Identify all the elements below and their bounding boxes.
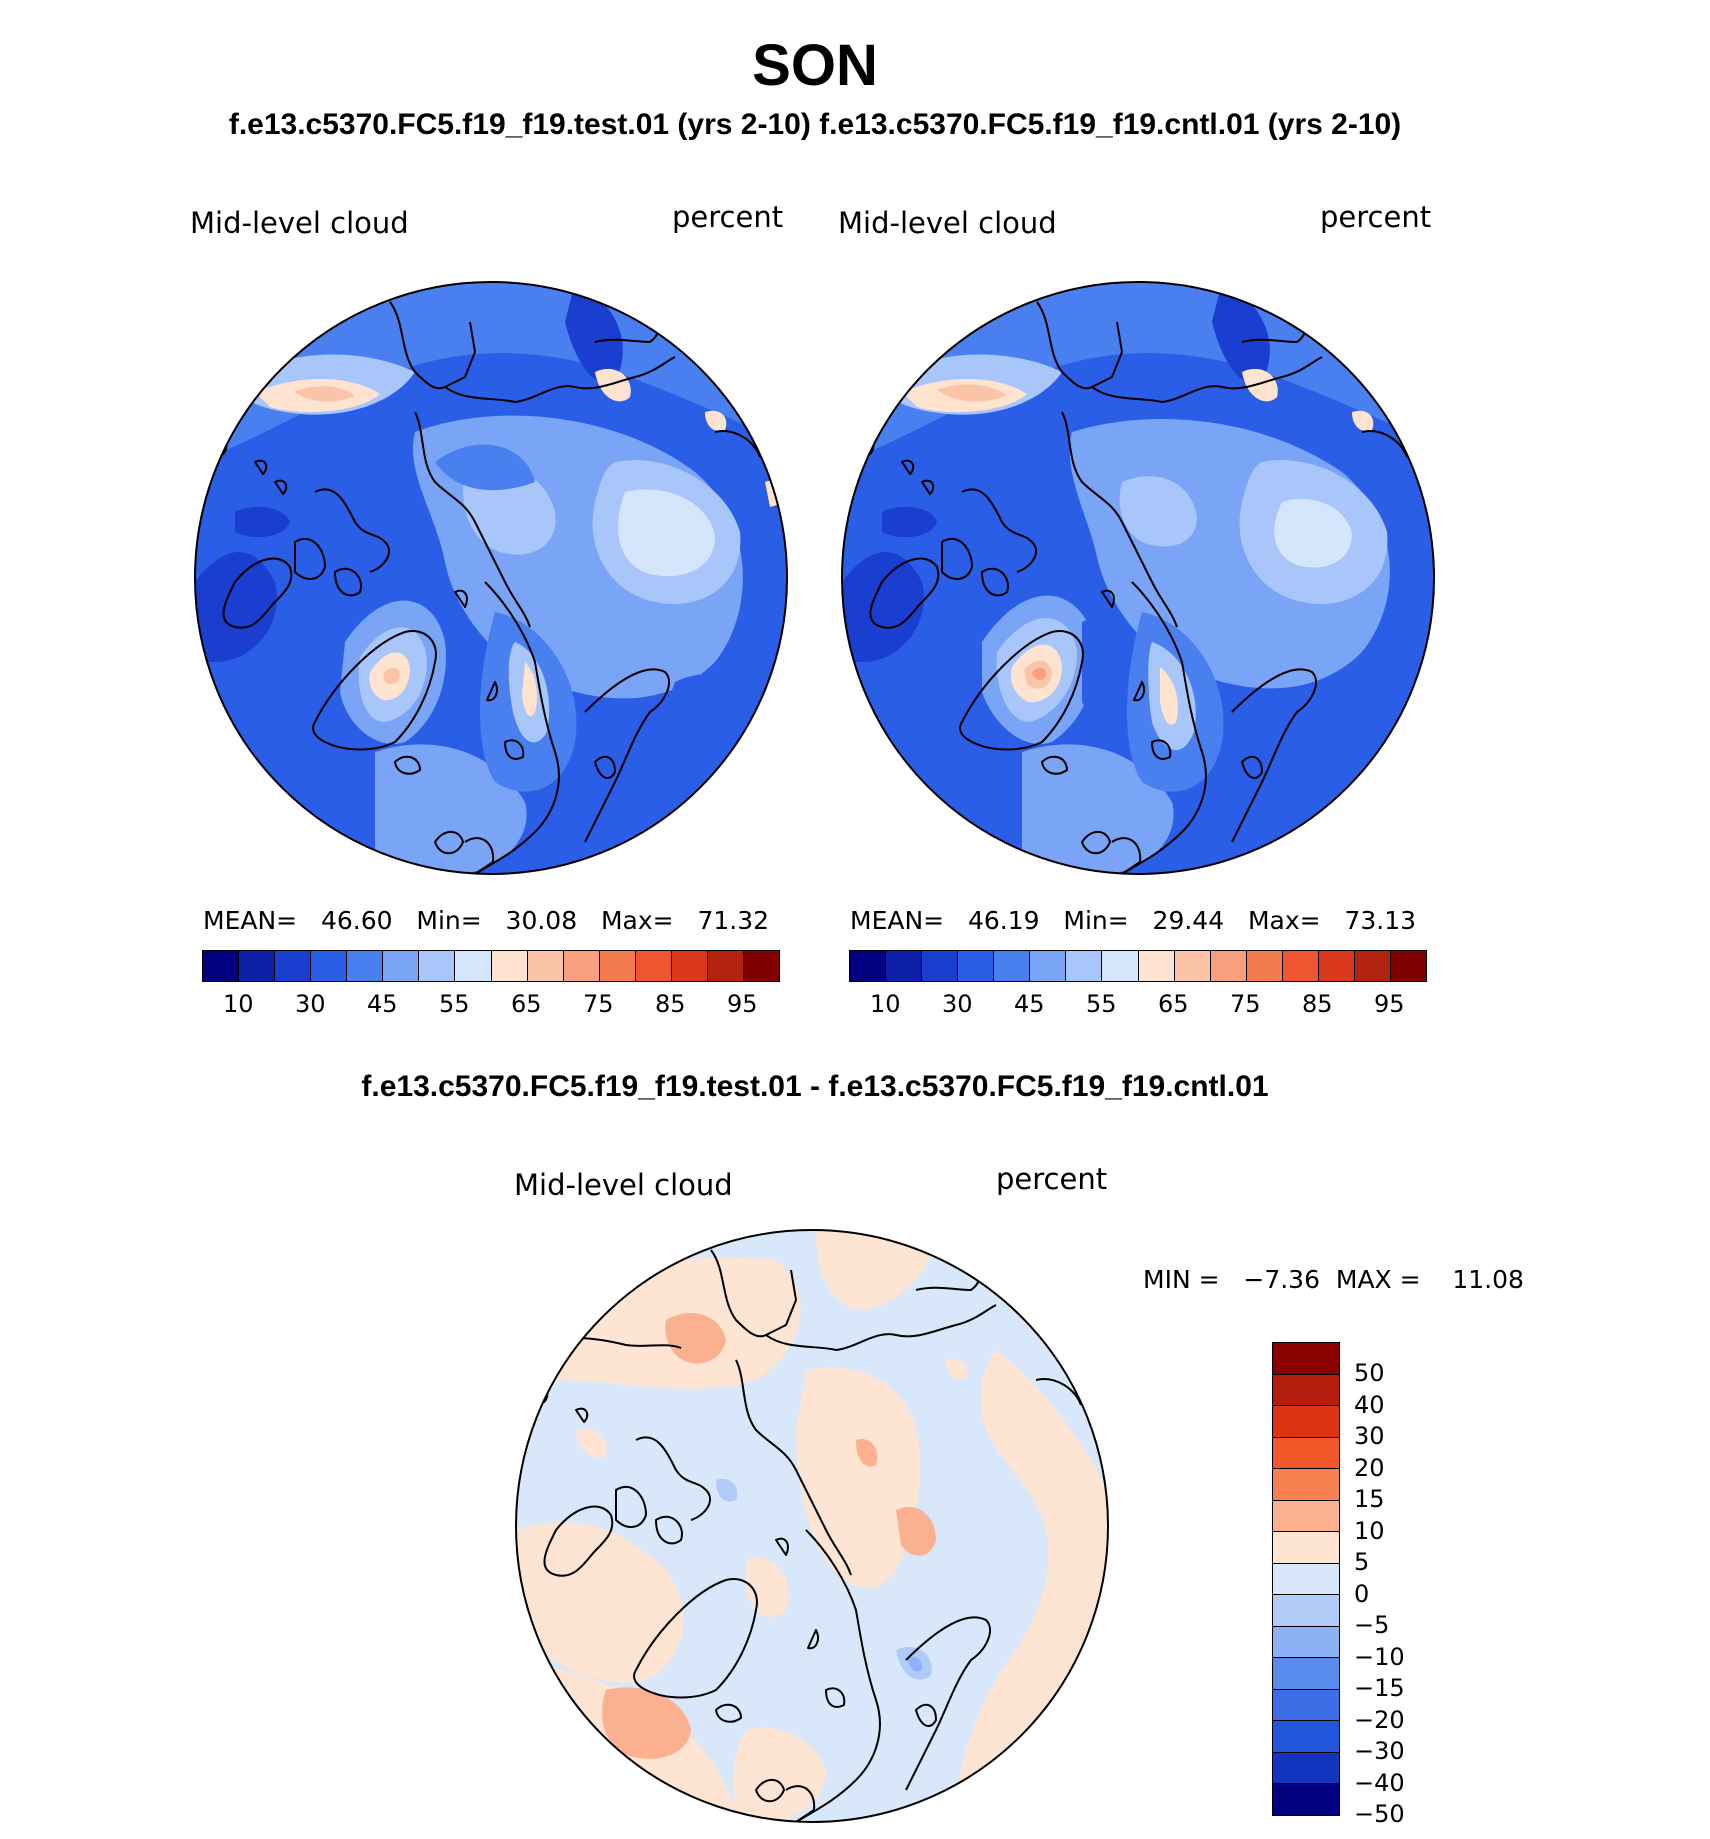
diff-colorbar-tick-label: 50	[1354, 1359, 1385, 1388]
diff-colorbar-swatch	[1273, 1469, 1339, 1501]
panel2-map	[841, 281, 1435, 875]
diff-colorbar-tick-label: 15	[1354, 1485, 1385, 1514]
diff-colorbar-swatch	[1273, 1595, 1339, 1627]
panel2-colorbar-tick-label: 10	[870, 990, 901, 1018]
panel2-colorbar-tick-label: 75	[1230, 990, 1261, 1018]
panel1-colorbar-swatch	[203, 951, 240, 981]
panel1-colorbar-tick-label: 10	[223, 990, 254, 1018]
panel1-colorbar-swatch	[275, 951, 312, 981]
panel2-colorbar-swatch	[1210, 951, 1247, 981]
panel1-colorbar-swatch	[311, 951, 348, 981]
diff-colorbar-swatch	[1273, 1784, 1339, 1815]
panel2-colorbar-swatch	[1318, 951, 1355, 981]
panel1-colorbar-tick-label: 45	[367, 990, 398, 1018]
figure-title: SON	[752, 33, 878, 98]
figure-subtitle: f.e13.c5370.FC5.f19_f19.test.01 (yrs 2-1…	[228, 108, 1402, 141]
diff-colorbar-swatch	[1273, 1406, 1339, 1438]
panel1-stats: MEAN= 46.60 Min= 30.08 Max= 71.32	[203, 906, 770, 935]
panel2-colorbar-tick-label: 45	[1014, 990, 1045, 1018]
panel2-colorbar-swatch	[958, 951, 995, 981]
diff-colorbar-tick-label: 40	[1354, 1390, 1385, 1419]
diff-colorbar-swatch	[1273, 1626, 1339, 1659]
diff-colorbar-tick-label: −50	[1354, 1800, 1405, 1828]
panel2-colorbar-tick-label: 55	[1086, 990, 1117, 1018]
diff-colorbar-swatch	[1273, 1532, 1339, 1564]
panel2-colorbar	[849, 950, 1427, 982]
panel2-colorbar-swatch	[1354, 951, 1391, 981]
panel1-colorbar-swatch	[455, 951, 492, 981]
panel1-units-label: percent	[672, 200, 784, 234]
diff-colorbar-tick-label: −10	[1354, 1642, 1405, 1671]
panel1-colorbar	[202, 950, 780, 982]
diff-colorbar-tick-label: 0	[1354, 1579, 1370, 1608]
panel1-colorbar-swatch	[563, 951, 600, 981]
diff-colorbar-tick-label: −40	[1354, 1768, 1405, 1797]
panel2-colorbar-swatch	[994, 951, 1031, 981]
diff-colorbar-tick-label: 10	[1354, 1516, 1385, 1545]
diff-colorbar-swatch	[1273, 1752, 1339, 1785]
difference-title: f.e13.c5370.FC5.f19_f19.test.01 - f.e13.…	[361, 1070, 1269, 1103]
panel2-colorbar-tick-label: 65	[1158, 990, 1189, 1018]
diff-colorbar-swatch	[1273, 1343, 1339, 1375]
panel1-colorbar-swatch	[671, 951, 708, 981]
panel2-colorbar-swatch	[1246, 951, 1283, 981]
panel1-colorbar-tick-label: 55	[439, 990, 470, 1018]
panel2-colorbar-swatch	[1102, 951, 1139, 981]
panel2-colorbar-swatch	[886, 951, 923, 981]
diff-colorbar-tick-label: 5	[1354, 1548, 1370, 1577]
diff-colorbar-swatch	[1273, 1721, 1339, 1753]
diff-units-label: percent	[996, 1162, 1108, 1196]
panel1-colorbar-swatch	[707, 951, 744, 981]
panel1-colorbar-tick-label: 95	[727, 990, 758, 1018]
diff-colorbar-tick-label: −30	[1354, 1737, 1405, 1766]
panel1-colorbar-swatch	[491, 951, 528, 981]
panel2-colorbar-swatch	[1282, 951, 1319, 981]
diff-colorbar-swatch	[1273, 1563, 1339, 1596]
diff-colorbar-swatch	[1273, 1658, 1339, 1690]
panel2-stats: MEAN= 46.19 Min= 29.44 Max= 73.13	[850, 906, 1417, 935]
panel2-colorbar-swatch	[1390, 951, 1426, 981]
panel1-colorbar-swatch	[635, 951, 672, 981]
diff-colorbar-swatch	[1273, 1437, 1339, 1470]
diff-colorbar-tick-label: −15	[1354, 1674, 1405, 1703]
panel1-colorbar-tick-label: 75	[583, 990, 614, 1018]
panel2-colorbar-swatch	[1138, 951, 1175, 981]
diff-colorbar-tick-label: −5	[1354, 1611, 1390, 1640]
panel1-colorbar-swatch	[527, 951, 564, 981]
diff-colorbar-swatch	[1273, 1500, 1339, 1533]
panel2-colorbar-swatch	[922, 951, 959, 981]
panel1-map	[194, 281, 788, 875]
panel1-colorbar-swatch	[383, 951, 420, 981]
diff-colorbar-swatch	[1273, 1689, 1339, 1722]
panel1-colorbar-tick-label: 85	[655, 990, 686, 1018]
panel2-colorbar-swatch	[1066, 951, 1103, 981]
panel1-colorbar-swatch	[347, 951, 384, 981]
panel2-colorbar-ticks: 10 30 45 55 65 75 85 95	[849, 990, 1425, 1020]
panel1-colorbar-swatch	[239, 951, 276, 981]
diff-colorbar-ticks: 50 40 30 20 15 10 5 0 −5 −10 −15 −20 −30 −40 −50	[1354, 1342, 1454, 1828]
diff-minmax: MIN = −7.36 MAX = 11.08	[1143, 1265, 1524, 1294]
panel1-colorbar-tick-label: 30	[295, 990, 326, 1018]
diff-colorbar-tick-label: 30	[1354, 1422, 1385, 1451]
diff-variable-label: Mid-level cloud	[514, 1168, 733, 1202]
diff-colorbar-swatch	[1273, 1374, 1339, 1407]
panel2-colorbar-tick-label: 85	[1302, 990, 1333, 1018]
panel2-colorbar-tick-label: 95	[1374, 990, 1405, 1018]
panel2-units-label: percent	[1320, 200, 1432, 234]
diff-colorbar-tick-label: −20	[1354, 1705, 1405, 1734]
panel2-colorbar-swatch	[1174, 951, 1211, 981]
panel1-variable-label: Mid-level cloud	[190, 206, 409, 240]
panel2-variable-label: Mid-level cloud	[838, 206, 1057, 240]
panel1-colorbar-swatch	[419, 951, 456, 981]
diff-colorbar-tick-label: 20	[1354, 1453, 1385, 1482]
difference-map	[515, 1229, 1109, 1823]
panel2-colorbar-tick-label: 30	[942, 990, 973, 1018]
panel1-colorbar-ticks: 10 30 45 55 65 75 85 95	[202, 990, 778, 1020]
panel1-colorbar-tick-label: 65	[511, 990, 542, 1018]
panel1-colorbar-swatch	[599, 951, 636, 981]
diff-colorbar	[1272, 1342, 1340, 1816]
panel2-colorbar-swatch	[850, 951, 887, 981]
panel2-colorbar-swatch	[1030, 951, 1067, 981]
panel1-colorbar-swatch	[743, 951, 779, 981]
